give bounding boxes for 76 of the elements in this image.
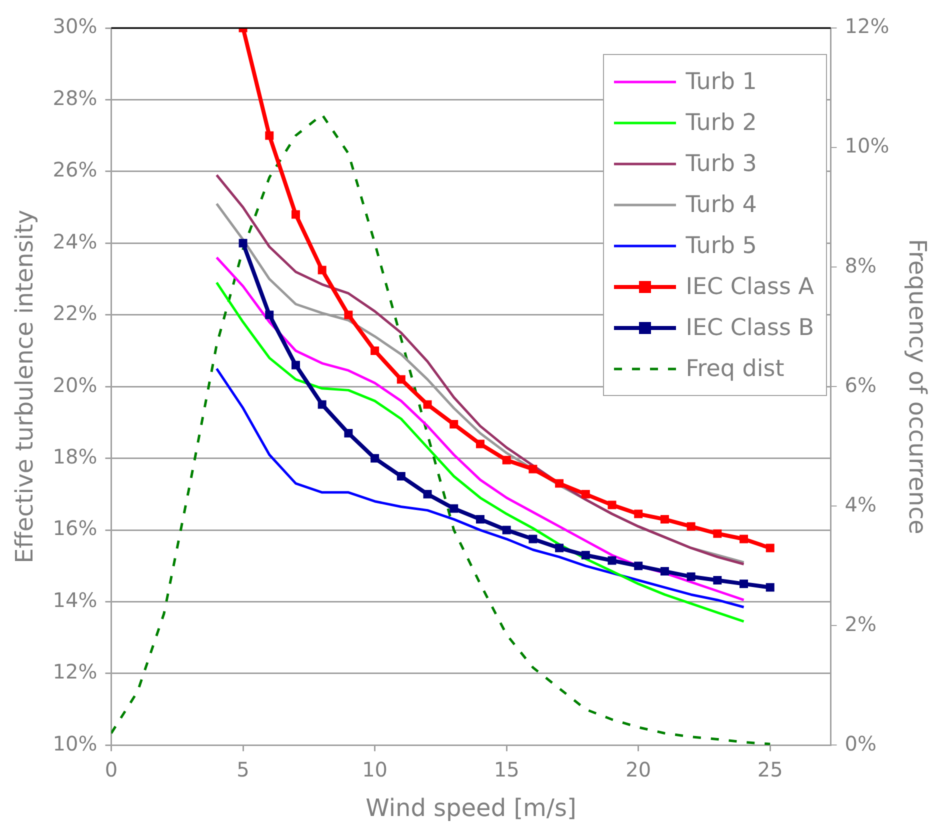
point bbox=[265, 310, 274, 320]
point bbox=[238, 238, 248, 248]
point bbox=[660, 515, 669, 524]
point bbox=[713, 529, 722, 538]
y-tick-label: 14% bbox=[52, 588, 98, 612]
point bbox=[396, 472, 406, 480]
y-axis-title: Effective turbulence intensity bbox=[10, 210, 39, 564]
point bbox=[344, 310, 353, 320]
point bbox=[608, 500, 616, 510]
point bbox=[291, 360, 300, 370]
point bbox=[370, 346, 380, 355]
x-tick-label: 10 bbox=[362, 757, 388, 782]
x-tick-label: 5 bbox=[236, 757, 250, 782]
y2-tick-label: 4% bbox=[844, 492, 876, 516]
point bbox=[555, 479, 564, 488]
point bbox=[450, 504, 458, 513]
point bbox=[766, 583, 774, 592]
point bbox=[555, 544, 564, 552]
point bbox=[686, 522, 696, 531]
point bbox=[318, 266, 326, 274]
point bbox=[766, 544, 774, 552]
point bbox=[740, 580, 748, 588]
y2-tick-label: 10% bbox=[844, 134, 890, 158]
legend-label: Freq dist bbox=[686, 356, 784, 382]
point bbox=[265, 131, 274, 140]
point bbox=[528, 464, 538, 474]
x-axis-title: Wind speed [m/s] bbox=[366, 794, 576, 822]
point bbox=[423, 490, 432, 498]
point bbox=[370, 454, 380, 463]
point bbox=[450, 420, 458, 428]
y2-axis-title: Frequency of occurrence bbox=[903, 238, 932, 534]
point bbox=[660, 567, 669, 576]
point bbox=[476, 440, 484, 448]
x-tick-label: 20 bbox=[626, 757, 652, 782]
y2-tick-label: 12% bbox=[844, 14, 890, 38]
point bbox=[423, 400, 432, 409]
point bbox=[344, 428, 353, 438]
point bbox=[502, 456, 511, 464]
legend-label: IEC Class A bbox=[686, 274, 814, 300]
y-tick-label: 24% bbox=[52, 229, 98, 254]
y2-tick-label: 8% bbox=[844, 253, 876, 278]
y-tick-label: 10% bbox=[52, 731, 98, 756]
point bbox=[318, 400, 326, 409]
y-tick-label: 20% bbox=[52, 372, 98, 397]
legend-label: Turb 2 bbox=[686, 110, 757, 136]
legend-label: Turb 1 bbox=[686, 68, 757, 94]
y2-tick-label: 0% bbox=[844, 731, 876, 756]
x-tick-label: 25 bbox=[757, 757, 783, 782]
point bbox=[502, 526, 511, 534]
point bbox=[396, 375, 406, 384]
legend-label: Turb 3 bbox=[686, 150, 757, 176]
y2-tick-label: 6% bbox=[844, 372, 876, 397]
y2-tick-label: 2% bbox=[844, 612, 876, 636]
point bbox=[476, 515, 484, 524]
legend-label: Turb 5 bbox=[686, 232, 757, 258]
y-tick-label: 16% bbox=[52, 516, 98, 540]
point bbox=[291, 210, 300, 219]
point bbox=[581, 490, 590, 498]
point bbox=[581, 550, 590, 560]
legend-label: IEC Class B bbox=[686, 314, 814, 340]
point bbox=[634, 510, 643, 518]
y-tick-label: 30% bbox=[52, 14, 98, 38]
point bbox=[740, 534, 748, 544]
y-tick-label: 18% bbox=[52, 444, 98, 469]
point bbox=[686, 572, 696, 581]
y-tick-label: 22% bbox=[52, 301, 98, 326]
point bbox=[634, 562, 643, 570]
legend-label: Turb 4 bbox=[686, 192, 757, 218]
y-tick-label: 28% bbox=[52, 86, 98, 110]
point bbox=[528, 534, 538, 544]
y-tick-label: 12% bbox=[52, 660, 98, 684]
point bbox=[608, 556, 616, 565]
x-tick-label: 0 bbox=[104, 757, 118, 782]
x-tick-label: 15 bbox=[494, 757, 520, 782]
point bbox=[713, 576, 722, 584]
y-tick-label: 26% bbox=[52, 158, 98, 182]
